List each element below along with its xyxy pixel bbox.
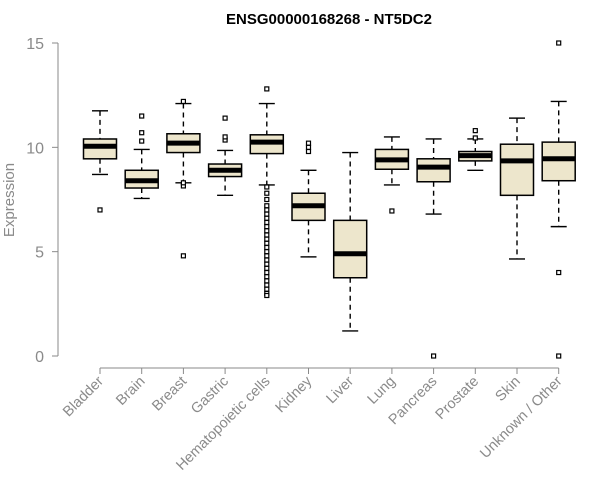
outlier-point [264, 190, 270, 196]
outlier-point [264, 274, 270, 280]
outlier-point [264, 228, 270, 234]
x-tick-label: Breast [149, 374, 190, 415]
box-iqr [416, 158, 451, 183]
x-tick-label: Kidney [273, 373, 316, 416]
outlier-point [264, 196, 270, 203]
y-axis: 0 5 10 15 [26, 36, 59, 366]
outlier-point [472, 128, 478, 134]
box-group [291, 140, 326, 258]
outlier-point [222, 134, 228, 140]
y-tick-label: 10 [26, 140, 44, 157]
outlier-point [264, 269, 270, 276]
outlier-point [264, 261, 270, 267]
outlier-point [264, 219, 270, 226]
outlier-point [139, 130, 145, 136]
x-tick-label: Liver [323, 373, 357, 407]
y-tick-label: 0 [35, 349, 44, 366]
box-iqr [499, 143, 535, 197]
box-group [332, 151, 368, 332]
x-tick-label: Skin [493, 374, 524, 405]
box-iqr [82, 138, 118, 160]
outlier-point [305, 140, 312, 146]
outlier-point [97, 207, 103, 213]
outlier-point [431, 353, 437, 359]
box-group [458, 128, 493, 171]
outlier-point [222, 115, 228, 121]
outlier-point [180, 253, 186, 259]
box-group [249, 86, 285, 299]
outlier-point [264, 240, 270, 246]
outlier-point [180, 180, 186, 186]
outlier-point [264, 286, 270, 292]
outlier-point [139, 113, 145, 119]
outlier-point [180, 98, 186, 105]
outlier-point [139, 138, 145, 144]
box-group [541, 40, 576, 359]
outlier-point [264, 244, 270, 251]
outlier-point [264, 224, 270, 230]
box-group [207, 115, 243, 197]
outlier-point [264, 253, 270, 259]
outlier-point [264, 215, 270, 221]
box-iqr [541, 141, 576, 182]
plot-area [82, 40, 576, 359]
box-group [124, 113, 159, 200]
outlier-point [264, 211, 270, 217]
box-group [499, 117, 535, 260]
outlier-point [264, 257, 270, 263]
x-tick-label: Bladder [60, 373, 107, 420]
outlier-point [556, 353, 562, 359]
outlier-point [264, 86, 270, 92]
x-tick-label: Brain [113, 374, 148, 409]
x-tick-label: Lung [365, 374, 399, 408]
y-tick-label: 15 [26, 36, 44, 53]
y-tick-label: 5 [35, 245, 44, 262]
box-iqr [332, 219, 368, 279]
y-axis-label: Expression [1, 163, 18, 237]
chart-title: ENSG00000168268 - NT5DC2 [226, 11, 432, 28]
outlier-point [264, 265, 270, 271]
outlier-point [264, 236, 270, 242]
x-tick-label: Prostate [433, 374, 482, 423]
outlier-point [556, 40, 562, 46]
outlier-point [264, 292, 270, 299]
box-group [82, 110, 118, 213]
outlier-point [264, 249, 270, 255]
outlier-point [264, 278, 270, 284]
outlier-point [264, 207, 270, 213]
outlier-point [264, 282, 270, 288]
outlier-point [305, 144, 312, 150]
outlier-point [472, 135, 478, 141]
outlier-point [556, 269, 562, 276]
box-group [416, 138, 451, 359]
outlier-point [264, 232, 270, 238]
outlier-point [389, 208, 395, 214]
outlier-point [305, 148, 312, 155]
outlier-point [264, 203, 270, 209]
box-group [166, 98, 201, 259]
box-group [374, 136, 410, 214]
outlier-point [264, 184, 270, 190]
